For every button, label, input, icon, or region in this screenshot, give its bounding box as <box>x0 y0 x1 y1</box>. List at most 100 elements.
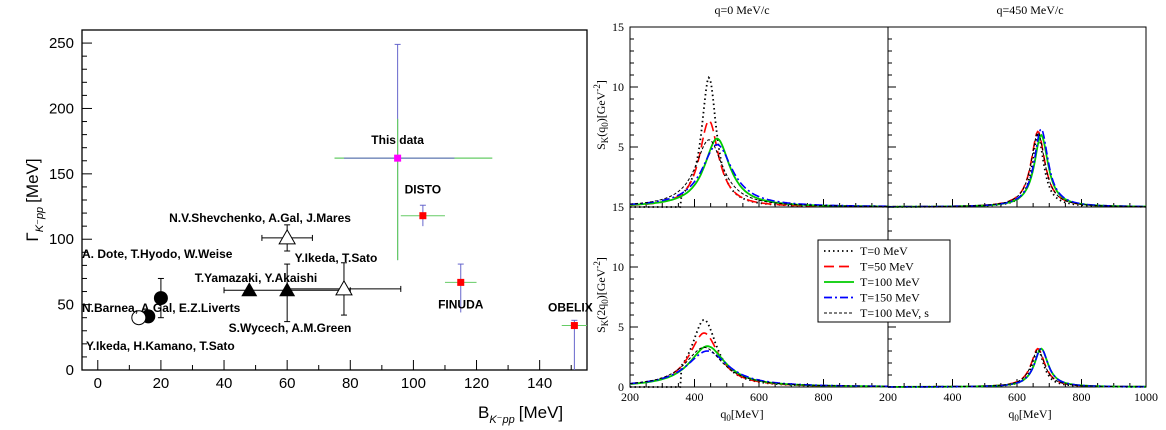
panel-x-tick-label: 400 <box>686 390 704 404</box>
panel-title-q0: q=0 MeV/c <box>714 3 769 17</box>
panel-frame <box>629 26 889 208</box>
left-ylabel-sub: K⁻pp <box>34 207 46 232</box>
annotation-label: Y.Ikeda, H.Kamano, T.Sato <box>86 339 235 353</box>
data-point <box>261 224 313 252</box>
left-y-tick-label: 250 <box>49 35 74 52</box>
width-vs-binding-chart: 0 20 40 60 80 100 120 140 0 50 100 150 200 250 This … <box>23 29 593 426</box>
data-point: DISTO <box>400 183 445 227</box>
data-point: This data <box>334 43 493 261</box>
panel-x-tick-label: 600 <box>750 390 768 404</box>
spectral-curve <box>630 143 888 208</box>
legend-label: T=150 MeV <box>860 291 920 305</box>
left-ylabel-symbol: Γ <box>23 232 42 241</box>
spectral-panel: 0 5 10 15 200 400 600 800 200 <box>612 200 897 404</box>
spectral-curve <box>888 131 1147 208</box>
point-label: This data <box>371 133 424 147</box>
left-y-tick-label: 50 <box>57 297 74 314</box>
left-x-axis: 0 20 40 60 80 100 120 140 <box>94 360 572 392</box>
panel-title-q450: q=450 MeV/c <box>996 3 1063 17</box>
left-x-tick-label: 120 <box>464 375 489 392</box>
panel-y-tick-label: 10 <box>612 80 624 94</box>
left-data-points: This data DISTO FINUDA OBELIX <box>131 43 593 370</box>
spectral-curve <box>888 347 1147 388</box>
left-y-tick-label: 0 <box>66 362 74 379</box>
spectral-curve <box>629 346 888 387</box>
panel-y-tick-label: 0 <box>618 380 624 394</box>
left-y-axis: 0 50 100 150 200 250 <box>49 35 92 379</box>
left-x-tick-label: 40 <box>216 375 233 392</box>
panel-x-tick-label: 600 <box>1008 390 1026 404</box>
square-marker <box>419 212 427 220</box>
panel-x-tick-label: 1000 <box>1134 390 1158 404</box>
svg-text:SK(2q0)[GeV-2]: SK(2q0)[GeV-2] <box>592 257 610 333</box>
square-marker <box>570 322 578 330</box>
left-ylabel-unit: [MeV] <box>23 158 42 202</box>
left-x-tick-label: 100 <box>401 375 426 392</box>
legend-box <box>817 239 951 323</box>
panel-y-tick-label: 15 <box>612 200 624 214</box>
lower-right-x-axis-label: q0[MeV] <box>1008 407 1051 423</box>
spectral-panel: 5 10 15 <box>612 20 889 208</box>
panel-x-tick-label: 200 <box>621 390 639 404</box>
open-triangle-marker <box>335 279 353 296</box>
upper-y-axis-label: SK(q0)[GeV-2] <box>592 80 610 150</box>
panel-x-tick-label: 800 <box>1073 390 1091 404</box>
left-annotations: N.V.Shevchenko, A.Gal, J.Mares A. Dote, T… <box>82 211 377 353</box>
panel-x-tick-label: 400 <box>944 390 962 404</box>
left-y-tick-label: 100 <box>49 231 74 248</box>
panel-y-tick-label: 5 <box>618 140 624 154</box>
annotation-label: N.Barnea, A.Gal, E.Z.Liverts <box>82 301 241 315</box>
left-x-tick-label: 140 <box>527 375 552 392</box>
spectral-curve <box>629 119 888 208</box>
spectral-curve <box>629 350 888 388</box>
svg-text:ΓK⁻pp[MeV]: ΓK⁻pp [MeV] <box>23 158 46 241</box>
panel-x-tick-label: 800 <box>815 390 833 404</box>
data-point <box>241 282 258 297</box>
left-plot-frame <box>81 29 588 371</box>
spectral-curve <box>888 130 1146 208</box>
legend-label: T=50 MeV <box>860 260 914 274</box>
spectral-curve <box>888 347 1146 388</box>
open-circle-marker <box>131 310 147 326</box>
left-y-axis-label: ΓK⁻pp [MeV] <box>23 158 46 241</box>
left-x-axis-label: BK⁻pp [MeV] <box>478 403 563 426</box>
legend-label: T=100 MeV, s <box>860 306 929 320</box>
data-point: OBELIX <box>548 301 593 370</box>
left-x-tick-label: 20 <box>153 375 170 392</box>
point-label: OBELIX <box>548 301 593 315</box>
panel-frame <box>887 26 1147 208</box>
left-y-tick-label: 150 <box>49 166 74 183</box>
panel-y-tick-label: 10 <box>612 260 624 274</box>
left-x-tick-label: 0 <box>94 375 102 392</box>
panel-y-tick-label: 15 <box>612 20 624 34</box>
square-marker <box>394 154 402 162</box>
left-xlabel-symbol: B <box>478 403 489 422</box>
filled-triangle-marker <box>241 282 258 297</box>
left-xlabel-unit: [MeV] <box>519 403 563 422</box>
open-triangle-marker <box>278 228 297 245</box>
annotation-label: N.V.Shevchenko, A.Gal, J.Mares <box>169 211 351 225</box>
annotation-label: T.Yamazaki, Y.Akaishi <box>195 271 318 285</box>
left-x-tick-label: 80 <box>342 375 359 392</box>
spectral-curve <box>630 75 888 208</box>
square-marker <box>457 278 465 286</box>
left-xlabel-sub: K⁻pp <box>489 414 514 426</box>
annotation-label: S.Wycech, A.M.Green <box>229 321 352 335</box>
spectral-curve <box>629 139 888 207</box>
filled-circle-marker <box>153 291 168 306</box>
panel-x-tick-label: 200 <box>879 390 897 404</box>
spectral-curve <box>629 332 888 388</box>
lower-left-x-axis-label: q0[MeV] <box>720 407 763 423</box>
annotation-label: Y.Ikeda, T.Sato <box>295 251 378 265</box>
data-point <box>286 262 402 316</box>
spectral-panel <box>887 26 1147 208</box>
left-x-tick-label: 60 <box>279 375 296 392</box>
spectral-curve <box>888 127 1146 208</box>
point-label: DISTO <box>405 183 441 197</box>
legend-label: T=100 MeV <box>860 275 920 289</box>
point-label: FINUDA <box>438 297 484 311</box>
annotation-label: A. Dote, T.Hyodo, W.Weise <box>82 247 233 261</box>
